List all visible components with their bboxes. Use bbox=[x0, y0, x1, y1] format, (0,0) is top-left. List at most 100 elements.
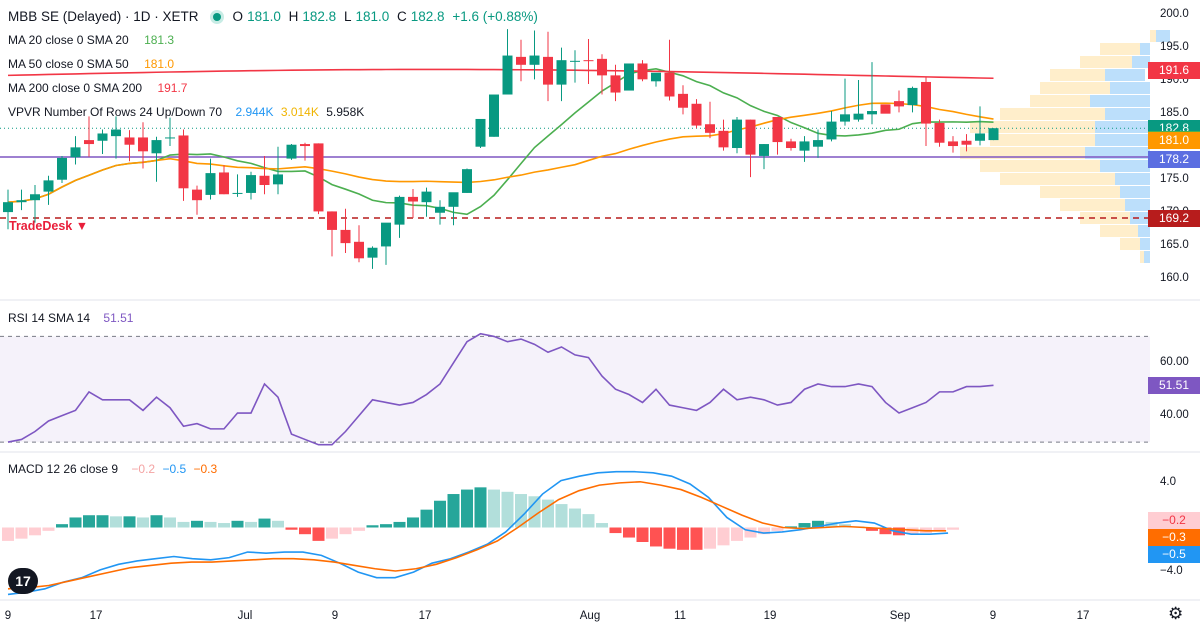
macd-bar bbox=[434, 500, 446, 528]
macd-bar bbox=[15, 527, 28, 539]
candle-body bbox=[435, 206, 445, 213]
price-tick-label: 165.0 bbox=[1160, 238, 1189, 251]
candle-body bbox=[745, 119, 756, 155]
macd-bar bbox=[623, 527, 635, 538]
macd-signal-line bbox=[7, 480, 947, 590]
vpvr-row-down bbox=[1138, 225, 1150, 237]
candle-body bbox=[300, 144, 310, 147]
candle-body bbox=[597, 58, 607, 76]
market-status-dot bbox=[212, 13, 221, 22]
candle-body bbox=[651, 72, 661, 82]
settings-gear-icon[interactable]: ⚙ bbox=[1168, 604, 1184, 623]
candle-body bbox=[583, 60, 594, 62]
candle-body bbox=[759, 144, 769, 156]
macd-bar bbox=[582, 514, 595, 528]
candle-body bbox=[354, 241, 364, 259]
vpvr-row-up bbox=[1150, 30, 1156, 42]
vpvr-legend[interactable]: VPVR Number Of Rows 24 Up/Down 70 2.944K… bbox=[8, 105, 368, 119]
ma20-legend[interactable]: MA 20 close 0 SMA 20 181.3 bbox=[8, 33, 178, 47]
candle-body bbox=[921, 81, 931, 124]
time-tick-label: 17 bbox=[418, 610, 432, 622]
candle-body bbox=[3, 202, 13, 213]
candle-body bbox=[772, 116, 783, 143]
macd-bar bbox=[56, 524, 68, 528]
tradingview-logo-icon[interactable]: 17 bbox=[8, 568, 38, 594]
time-tick-label: 11 bbox=[674, 610, 686, 622]
candle-body bbox=[867, 111, 877, 115]
macd-bar bbox=[933, 527, 946, 531]
vpvr-row-up bbox=[970, 121, 1095, 133]
ma200-label: MA 200 close 0 SMA 200 bbox=[8, 81, 143, 95]
macd-bar bbox=[110, 516, 122, 528]
vpvr-row-up bbox=[1040, 186, 1120, 198]
vpvr-down-value: 3.014K bbox=[280, 105, 319, 119]
candle-body bbox=[961, 140, 972, 145]
candle-body bbox=[988, 128, 999, 141]
symbol-title[interactable]: MBB SE (Delayed) · 1D · XETR bbox=[8, 9, 199, 24]
tradedesk-annotation[interactable]: TradeDesk ▼ bbox=[9, 219, 89, 233]
candle-body bbox=[880, 104, 891, 114]
macd-bar bbox=[420, 509, 433, 528]
candle-body bbox=[516, 56, 526, 65]
macd-bar bbox=[339, 527, 352, 535]
vpvr-profile bbox=[960, 30, 1170, 263]
macd-histogram bbox=[2, 487, 959, 550]
vpvr-row-down bbox=[1130, 212, 1150, 224]
price-badge: 178.2 bbox=[1148, 150, 1200, 168]
vpvr-row-up bbox=[1040, 82, 1110, 94]
macd-bar bbox=[785, 526, 797, 528]
macd-line-value: −0.5 bbox=[162, 462, 187, 476]
macd-legend[interactable]: MACD 12 26 close 9 −0.2 −0.5 −0.3 bbox=[8, 462, 221, 476]
vpvr-row-down bbox=[1105, 108, 1150, 120]
change-value: +1.6 (+0.88%) bbox=[452, 9, 538, 24]
vpvr-row-down bbox=[1125, 199, 1150, 211]
vpvr-row-down bbox=[1085, 147, 1150, 159]
time-tick-label: 17 bbox=[89, 610, 103, 622]
low-value: 181.0 bbox=[355, 9, 390, 24]
vpvr-row-up bbox=[1100, 43, 1140, 55]
candle-body bbox=[367, 247, 378, 258]
open-label: O bbox=[232, 9, 244, 24]
price-tick-label: 175.0 bbox=[1160, 172, 1189, 185]
candle-body bbox=[448, 192, 459, 207]
vpvr-row-down bbox=[1110, 82, 1150, 94]
macd-bar bbox=[866, 527, 878, 531]
macd-bar bbox=[636, 527, 649, 542]
ma200-line bbox=[7, 68, 994, 80]
macd-bar bbox=[717, 527, 730, 546]
vpvr-row-up bbox=[1140, 251, 1144, 263]
macd-badge: −0.3 bbox=[1148, 529, 1200, 546]
candle-body bbox=[340, 229, 351, 244]
vpvr-row-up bbox=[1050, 69, 1105, 81]
ma50-legend[interactable]: MA 50 close 0 SMA 50 181.0 bbox=[8, 57, 178, 71]
vpvr-up-value: 2.944K bbox=[235, 105, 274, 119]
candle-body bbox=[705, 124, 715, 133]
candle-body bbox=[826, 121, 837, 140]
candle-body bbox=[165, 137, 175, 139]
ma50-label: MA 50 close 0 SMA 50 bbox=[8, 57, 129, 71]
vpvr-row-down bbox=[1105, 69, 1145, 81]
vpvr-label: VPVR Number Of Rows 24 Up/Down 70 bbox=[8, 105, 223, 119]
ma20-value: 181.3 bbox=[144, 33, 175, 47]
price-tick-label: 200.0 bbox=[1160, 7, 1189, 20]
macd-bar bbox=[123, 516, 136, 528]
vpvr-row-up bbox=[1100, 225, 1138, 237]
ma200-legend[interactable]: MA 200 close 0 SMA 200 191.7 bbox=[8, 81, 191, 95]
candle-body bbox=[97, 133, 108, 141]
candle-body bbox=[205, 173, 216, 195]
time-tick-label: 17 bbox=[1076, 610, 1090, 622]
vpvr-row-down bbox=[1144, 251, 1150, 263]
candle-body bbox=[70, 147, 81, 158]
open-value: 181.0 bbox=[247, 9, 281, 24]
candle-body bbox=[232, 192, 243, 194]
rsi-tick-label: 60.00 bbox=[1160, 355, 1189, 368]
vpvr-row-up bbox=[960, 147, 1085, 159]
rsi-legend[interactable]: RSI 14 SMA 14 51.51 bbox=[8, 311, 137, 325]
macd-bar bbox=[771, 527, 784, 531]
macd-bar bbox=[366, 525, 379, 528]
time-tick-label: Aug bbox=[579, 610, 601, 622]
vpvr-row-down bbox=[1156, 30, 1170, 42]
vpvr-total-value: 5.958K bbox=[326, 105, 365, 119]
